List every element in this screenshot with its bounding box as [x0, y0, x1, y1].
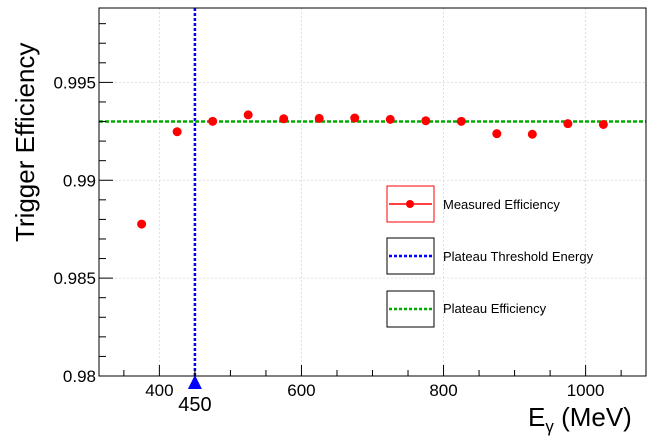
data-point — [492, 129, 502, 139]
x-axis-title-subscript: γ — [545, 417, 554, 436]
x-tick-label: 400 — [145, 381, 173, 400]
grid-layer — [99, 8, 646, 376]
legend-swatch-box-measured — [386, 185, 435, 223]
data-point — [350, 113, 360, 123]
legend: Measured Efficiency Plateau Threshold En… — [386, 185, 594, 328]
data-point — [137, 219, 147, 229]
legend-entry-plateau: Plateau Efficiency — [386, 290, 547, 328]
data-point — [456, 116, 466, 126]
legend-entry-measured: Measured Efficiency — [386, 185, 560, 223]
ticks-layer: 400 600 800 1000 0.98 0.985 0.99 0.995 — [53, 23, 622, 400]
data-point — [527, 129, 537, 139]
y-axis-title: Trigger Efficiency — [10, 43, 40, 242]
x-tick-label: 600 — [287, 381, 315, 400]
legend-label-measured: Measured Efficiency — [443, 197, 560, 212]
y-tick-label: 0.98 — [63, 367, 96, 386]
legend-label-threshold: Plateau Threshold Energy — [443, 249, 594, 264]
x-tick-label: 800 — [429, 381, 457, 400]
y-tick-label: 0.985 — [53, 269, 96, 288]
points-layer — [137, 110, 608, 229]
legend-swatch-box-threshold — [386, 237, 435, 275]
data-point — [243, 110, 253, 120]
threshold-layer: 450 — [178, 8, 212, 416]
threshold-value-label: 450 — [178, 394, 211, 416]
data-point — [598, 119, 608, 129]
legend-label-plateau: Plateau Efficiency — [443, 301, 547, 316]
x-tick-label: 1000 — [567, 381, 605, 400]
legend-swatch-box-plateau — [386, 290, 435, 328]
x-axis-title: Eγ (MeV) — [528, 402, 632, 436]
data-point — [279, 114, 289, 124]
threshold-triangle-icon — [187, 375, 202, 389]
data-point — [208, 116, 218, 126]
data-point — [172, 127, 182, 137]
legend-entry-threshold: Plateau Threshold Energy — [386, 237, 594, 275]
data-point — [385, 114, 395, 124]
data-point — [314, 113, 324, 123]
y-tick-label: 0.99 — [63, 171, 96, 190]
x-axis-title-unit: (MeV) — [554, 402, 632, 432]
data-point — [421, 116, 431, 126]
legend-marker-measured — [406, 200, 414, 208]
data-point — [563, 119, 573, 129]
y-tick-label: 0.995 — [53, 73, 96, 92]
x-axis-title-main: E — [528, 402, 545, 432]
plot-frame — [98, 7, 647, 377]
